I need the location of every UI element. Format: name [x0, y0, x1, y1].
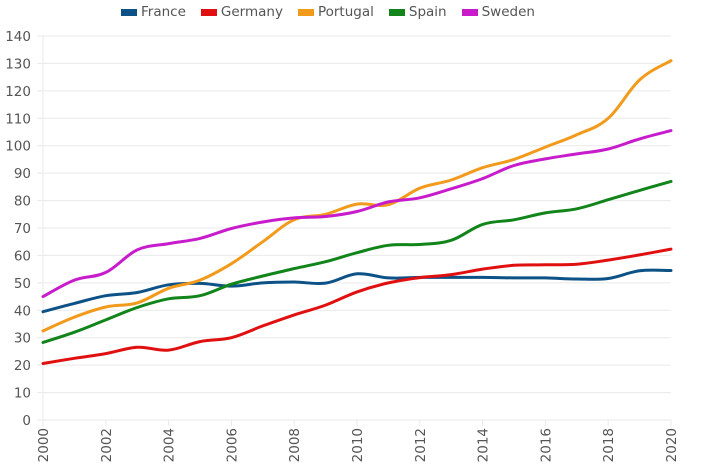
y-axis: 0 10 20 30 40 50 60 70 80 90 100 110 120 130 140 — [5, 29, 31, 429]
chart-legend: France Germany Portugal Spain Sweden — [121, 3, 550, 21]
legend-item-portugal[interactable]: Portugal — [297, 4, 374, 20]
x-tick-label: 2006 — [224, 428, 240, 462]
y-tick-label: 110 — [5, 111, 31, 127]
legend-label: Germany — [220, 4, 283, 20]
x-tick-label: 2004 — [162, 428, 178, 462]
series-line-spain[interactable] — [41, 179, 673, 344]
series-lines — [41, 59, 673, 365]
x-tick-label: 2008 — [287, 428, 303, 462]
y-tick-label: 90 — [14, 166, 31, 182]
y-tick-label: 40 — [14, 303, 31, 319]
legend-item-spain[interactable]: Spain — [388, 4, 447, 20]
legend-label: Sweden — [481, 4, 535, 20]
series-line-germany[interactable] — [41, 247, 673, 365]
legend-swatch — [388, 8, 405, 16]
grid-lines — [37, 35, 671, 426]
y-tick-label: 70 — [14, 221, 31, 237]
x-axis: 2000 2002 2004 2006 2008 2010 2012 2014 2016 2018… — [36, 420, 680, 462]
y-tick-label: 50 — [14, 276, 31, 292]
y-tick-label: 120 — [5, 84, 31, 100]
legend-label: Spain — [408, 4, 447, 20]
legend-item-france[interactable]: France — [121, 4, 186, 20]
series-line-portugal[interactable] — [41, 59, 673, 333]
legend-swatch — [200, 8, 217, 16]
x-tick-label: 2010 — [350, 428, 366, 462]
x-tick-label: 2014 — [476, 428, 492, 462]
y-tick-label: 100 — [5, 139, 31, 155]
legend-label: France — [141, 4, 186, 20]
y-tick-label: 0 — [22, 413, 31, 429]
x-tick-label: 2016 — [538, 428, 554, 462]
legend-item-germany[interactable]: Germany — [200, 4, 283, 20]
y-tick-label: 10 — [14, 386, 31, 402]
y-tick-label: 60 — [14, 248, 31, 264]
legend-swatch — [297, 8, 314, 16]
series-line-france[interactable] — [41, 268, 673, 314]
legend-swatch — [461, 8, 478, 16]
y-tick-label: 80 — [14, 194, 31, 210]
legend-label: Portugal — [317, 4, 374, 20]
legend-swatch — [121, 8, 137, 16]
y-tick-label: 30 — [14, 331, 31, 347]
series-line-sweden[interactable] — [41, 129, 673, 299]
y-tick-label: 20 — [14, 358, 31, 374]
x-tick-label: 2018 — [601, 428, 617, 462]
legend-item-sweden[interactable]: Sweden — [461, 4, 535, 20]
x-tick-label: 2002 — [99, 428, 115, 462]
y-tick-label: 130 — [5, 56, 31, 72]
y-tick-label: 140 — [5, 29, 31, 45]
x-tick-label: 2000 — [36, 428, 52, 462]
x-tick-label: 2012 — [413, 428, 429, 462]
x-tick-label: 2020 — [664, 428, 680, 462]
